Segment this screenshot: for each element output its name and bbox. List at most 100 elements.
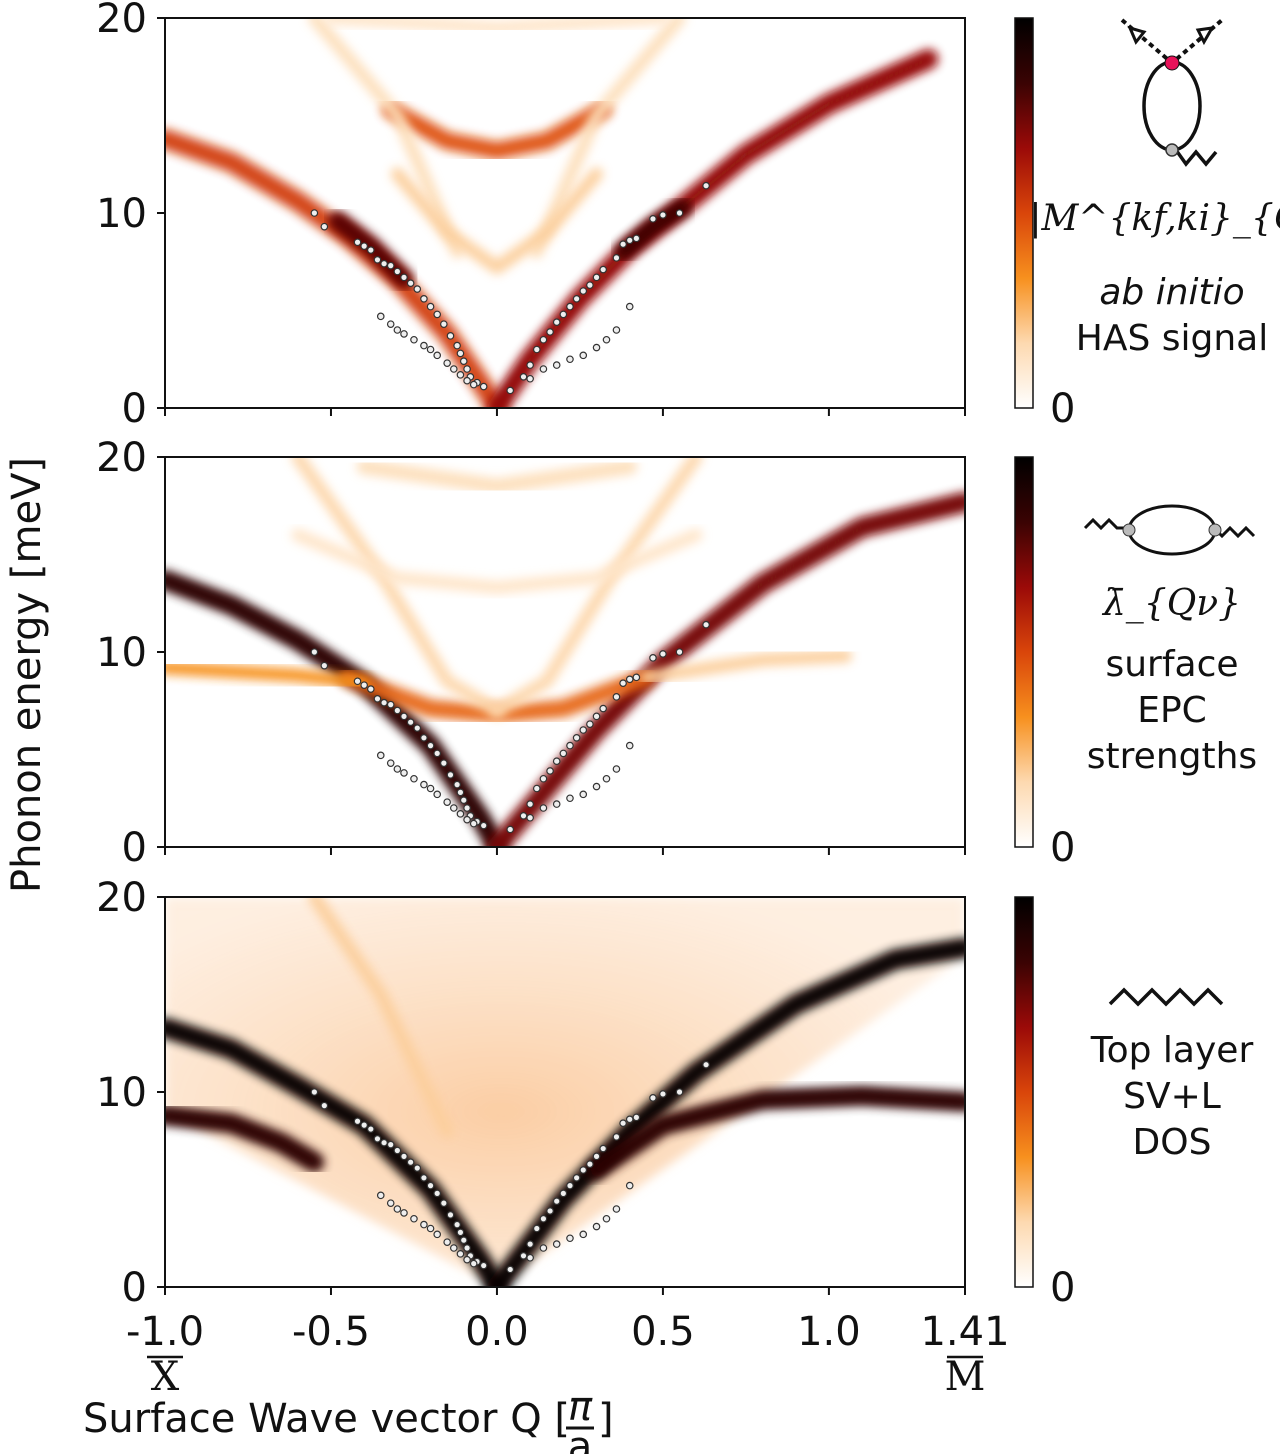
y-tick-label: 0 [122,825,147,871]
experimental-point [632,1113,641,1122]
experimental-point [380,698,388,707]
experimental-point [632,234,641,243]
experimental-point [612,254,621,262]
experimental-point [612,1205,621,1213]
experimental-point [532,784,541,793]
experimental-point [675,648,684,656]
experimental-point [602,1214,611,1223]
colorbar-zero-label: 0 [1050,825,1075,871]
experimental-point [539,1244,548,1252]
experimental-point [320,661,329,670]
experimental-point [440,759,448,767]
experimental-point [433,310,441,319]
phonon-vertex-icon [1165,143,1179,157]
experimental-point [400,1209,408,1217]
phonon-band [307,18,464,259]
experimental-point [393,326,402,334]
experimental-point [353,238,362,247]
experimental-point [386,261,395,270]
experimental-point [367,246,375,254]
x-axis-label-a: a [568,1424,593,1454]
experimental-point [449,1244,458,1252]
y-tick-label: 20 [96,435,147,481]
experimental-point [572,733,581,742]
x-axis-label-close: ] [598,1396,614,1442]
x-tick-label: -0.5 [292,1309,370,1355]
experimental-point [420,1174,428,1182]
experimental-point [410,335,418,344]
panel-top: 0 10 20 [96,0,966,432]
experimental-point [469,819,478,828]
experimental-point [526,1253,534,1262]
experimental-point [539,774,548,783]
experimental-point [579,790,588,799]
experimental-point [380,259,388,268]
colorbar-label: DOS [1133,1122,1212,1163]
experimental-point [440,320,448,328]
colorbar-label: SV+L [1123,1076,1221,1117]
experimental-point [469,380,478,389]
experimental-point [625,1115,634,1124]
vertex-icon [1122,523,1136,537]
experimental-point [386,1199,395,1207]
experimental-point [433,1189,441,1198]
experimental-point [406,1158,415,1167]
experimental-point [559,749,568,758]
experimental-point [546,1207,554,1215]
experimental-point [453,341,461,350]
experimental-point [413,1164,422,1172]
experimental-point [552,800,561,808]
phonon-band [291,457,504,718]
experimental-point [456,371,465,379]
colorbar-label: surface [1105,644,1238,685]
experimental-point [612,326,621,334]
experimental-point [453,780,461,789]
experimental-point [443,1238,451,1246]
phonon-band-core [620,204,686,255]
experimental-point [386,700,395,709]
phonon-band [530,18,687,259]
experimental-point [376,751,385,760]
experimental-point [373,1135,382,1143]
y-tick-label: 20 [96,875,147,921]
experimental-point [559,310,568,319]
experimental-point [579,287,588,295]
experimental-point [393,706,402,715]
experimental-point [360,242,368,250]
experimental-point [579,351,588,360]
experimental-point [592,782,601,791]
vertex-icon [1164,55,1180,71]
experimental-point [566,302,574,311]
experimental-point [406,718,415,727]
experimental-point [649,1094,657,1102]
experimental-point [702,620,710,629]
experimental-point [420,780,428,789]
experimental-point [519,1252,528,1260]
experimental-point [373,694,382,703]
experimental-point [599,1144,607,1153]
colorbar-label: Top layer [1090,1030,1254,1071]
experimental-point [456,788,465,797]
y-tick-label: 0 [122,386,147,432]
experimental-point [393,267,402,276]
experimental-point [373,255,382,264]
y-tick-label: 10 [96,191,147,237]
phonon-band [487,49,939,408]
colorbar [1014,456,1034,848]
experimental-point [433,351,441,360]
colorbar-label: ab initio [1099,272,1244,313]
phonon-line-icon [1108,987,1224,1007]
x-tick-label: 0.0 [465,1309,529,1355]
experimental-point [456,810,465,818]
experimental-point [456,1228,465,1237]
experimental-point [506,1265,515,1274]
experimental-point [446,1211,455,1219]
phonon-band [381,100,612,160]
experimental-point [393,1205,402,1213]
panel-plot-area [165,18,939,408]
experimental-point [456,1250,465,1258]
experimental-point [320,222,329,231]
experimental-point [446,771,455,779]
experimental-point [539,1214,548,1223]
experimental-point [532,345,541,354]
